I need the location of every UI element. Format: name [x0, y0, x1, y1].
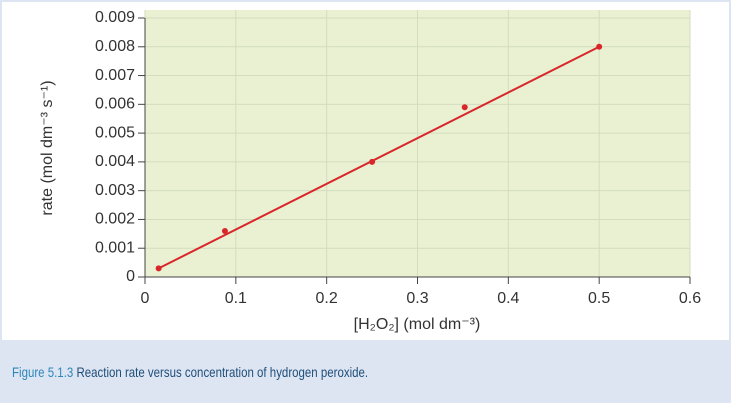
y-tick-label: 0.009: [95, 9, 135, 26]
x-axis-label: [H₂O₂] (mol dm⁻³): [354, 316, 481, 333]
y-tick-label: 0.007: [95, 67, 135, 84]
data-point: [221, 227, 228, 234]
y-tick-label: 0.002: [95, 211, 135, 228]
x-tick-label: 0: [141, 290, 150, 307]
data-point: [155, 265, 162, 272]
y-tick-label: 0.003: [95, 182, 135, 199]
y-tick-label: 0: [126, 268, 135, 285]
x-tick-label: 0.5: [588, 290, 610, 307]
y-tick-label: 0.004: [95, 153, 135, 170]
caption-bar: Figure 5.1.3 Reaction rate versus concen…: [0, 342, 731, 403]
y-tick-label: 0.001: [95, 239, 135, 256]
y-axis-label: rate (mol dm⁻³ s⁻¹): [39, 80, 56, 215]
fit-line: [158, 45, 600, 270]
data-point: [596, 43, 603, 50]
y-tick-label: 0.006: [95, 96, 135, 113]
y-tick-label: 0.005: [95, 124, 135, 141]
x-tick-label: 0.1: [225, 290, 247, 307]
x-tick-label: 0.6: [679, 290, 701, 307]
y-tick-label: 0.008: [95, 38, 135, 55]
x-tick-label: 0.2: [316, 290, 338, 307]
data-point: [369, 158, 376, 165]
x-tick-label: 0.4: [497, 290, 519, 307]
caption-text: Reaction rate versus concentration of hy…: [76, 364, 369, 380]
data-point: [461, 104, 468, 111]
caption-label: Figure 5.1.3: [12, 364, 74, 380]
caption: Figure 5.1.3 Reaction rate versus concen…: [12, 342, 368, 403]
chart: rate (mol dm⁻³ s⁻¹) [H₂O₂] (mol dm⁻³) 00…: [0, 0, 731, 344]
x-tick-label: 0.3: [406, 290, 428, 307]
